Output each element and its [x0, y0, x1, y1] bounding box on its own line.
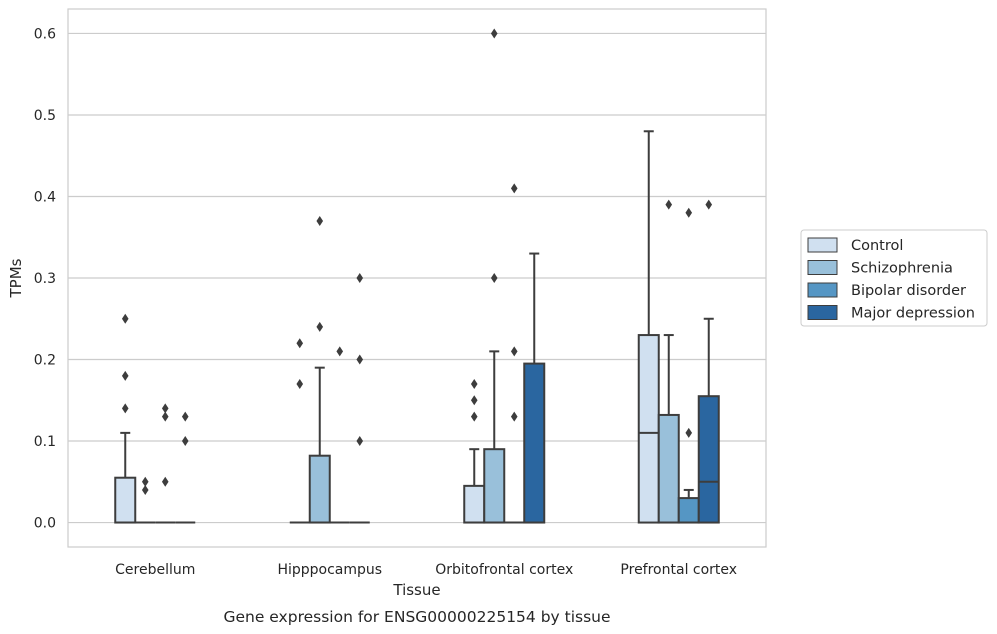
- outlier-point: [510, 346, 518, 357]
- legend-frame: [800, 229, 988, 327]
- legend-item: Control: [807, 237, 903, 254]
- box-body: [657, 413, 680, 524]
- y-tick-label: 0.5: [34, 108, 56, 124]
- box-body: [677, 497, 700, 524]
- x-tick-label: Orbitofrontal cortex: [435, 562, 573, 578]
- outlier-point: [685, 427, 693, 438]
- y-tick-label: 0.2: [34, 353, 56, 369]
- legend-swatch: [807, 260, 838, 275]
- box-body: [308, 454, 331, 524]
- outlier-point: [470, 411, 478, 422]
- legend-swatch: [807, 282, 838, 298]
- outlier-point: [121, 313, 129, 324]
- outlier-point: [510, 411, 518, 422]
- outlier-point: [510, 183, 518, 194]
- outlier-point: [490, 28, 498, 39]
- outlier-point: [296, 338, 304, 349]
- legend: Control Schizophrenia Bipolar disorder Majo…: [800, 229, 988, 327]
- y-tick-label: 0.0: [34, 516, 56, 532]
- legend-item: Bipolar disorder: [807, 282, 966, 299]
- y-axis-title: TPMs: [7, 258, 25, 298]
- outlier-point: [356, 273, 364, 283]
- outlier-point: [161, 403, 169, 414]
- x-tick-label: Prefrontal cortex: [620, 562, 737, 578]
- outlier-point: [141, 476, 149, 487]
- box-body: [637, 334, 660, 524]
- box-group: [114, 313, 196, 524]
- legend-label: Bipolar disorder: [851, 283, 966, 299]
- x-tick-label: Hipppocampus: [277, 562, 382, 578]
- outlier-point: [181, 411, 189, 422]
- outlier-point: [121, 370, 129, 381]
- outlier-point: [705, 199, 713, 210]
- legend-item: Major depression: [807, 305, 975, 322]
- outlier-point: [685, 207, 693, 218]
- box-group: [637, 130, 720, 524]
- outlier-point: [356, 436, 364, 447]
- box-body: [697, 395, 720, 524]
- outlier-point: [121, 403, 129, 414]
- box-group: [289, 215, 370, 524]
- box-body: [463, 484, 486, 524]
- legend-swatch: [807, 237, 838, 253]
- legend-label: Control: [851, 238, 903, 254]
- y-tick-label: 0.4: [34, 189, 56, 205]
- plot-frame: [67, 8, 767, 548]
- legend-swatch: [807, 305, 838, 320]
- x-tick-label: Cerebellum: [115, 562, 195, 578]
- y-tick-label: 0.6: [34, 26, 56, 42]
- outlier-point: [296, 378, 304, 389]
- legend-item: Schizophrenia: [807, 260, 953, 277]
- box-groups: [114, 28, 720, 524]
- outlier-point: [490, 273, 498, 283]
- outlier-point: [316, 321, 324, 332]
- outlier-point: [336, 346, 344, 357]
- legend-label: Major depression: [851, 306, 975, 322]
- outlier-point: [665, 199, 673, 210]
- outlier-point: [181, 436, 189, 447]
- outlier-point: [161, 476, 169, 487]
- chart-caption: Gene expression for ENSG00000225154 by t…: [223, 608, 610, 626]
- outlier-point: [316, 215, 324, 226]
- box-body: [483, 448, 506, 524]
- box-body: [523, 362, 546, 524]
- outlier-point: [161, 411, 169, 422]
- outlier-point: [141, 484, 149, 495]
- outlier-point: [470, 378, 478, 389]
- y-tick-label: 0.3: [34, 271, 56, 287]
- outlier-point: [356, 354, 364, 365]
- y-tick-label: 0.1: [34, 434, 56, 450]
- legend-label: Schizophrenia: [851, 261, 953, 277]
- outlier-point: [470, 395, 478, 406]
- box-body: [114, 476, 137, 524]
- y-tick-labels: 0.0 0.1 0.2 0.3 0.4 0.5 0.6: [34, 26, 56, 531]
- x-axis-title: Tissue: [392, 581, 440, 599]
- box-group: [463, 28, 546, 524]
- x-tick-labels: Cerebellum Hipppocampus Orbitofrontal cort…: [115, 562, 737, 578]
